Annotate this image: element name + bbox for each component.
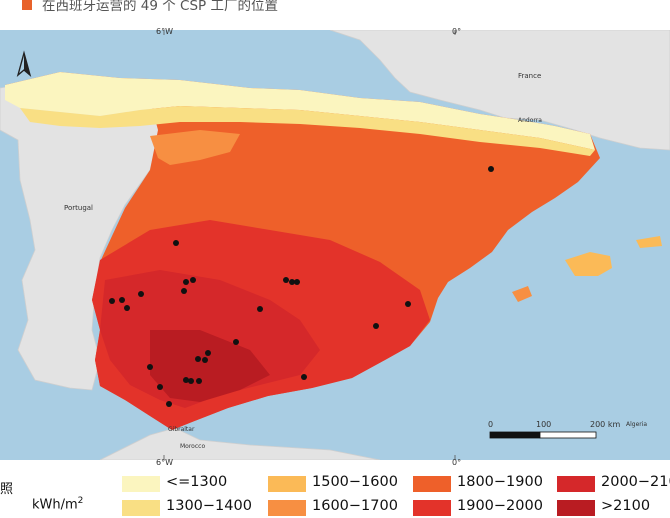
mallorca-island: [565, 252, 612, 276]
graticule-label-bottom-0: 0°: [452, 458, 462, 467]
legend-swatch: [122, 500, 160, 516]
legend-label: >2100: [601, 498, 651, 514]
legend-swatch: [268, 476, 306, 492]
csp-plant-marker[interactable]: [233, 339, 239, 345]
label-france: France: [518, 72, 542, 80]
irradiance-zone-1600-1700: [150, 130, 240, 165]
legend-unit-prefix: kWh/m: [32, 497, 78, 513]
csp-plant-marker[interactable]: [183, 377, 189, 383]
label-gibraltar: Gibraltar: [168, 426, 195, 433]
legend-label: 1500−1600: [312, 474, 398, 490]
legend-swatch: [413, 500, 451, 516]
legend-unit-sup: 2: [77, 496, 84, 506]
label-morocco: Morocco: [180, 443, 206, 450]
csp-plant-marker[interactable]: [283, 277, 289, 283]
csp-plant-marker[interactable]: [109, 298, 115, 304]
csp-plant-marker[interactable]: [195, 356, 201, 362]
legend-label: 1800−1900: [457, 474, 543, 490]
figure-caption: 在西班牙运营的 49 个 CSP 工厂的位置: [0, 0, 670, 30]
legend-label: 1600−1700: [312, 498, 398, 514]
csp-plant-marker[interactable]: [119, 297, 125, 303]
caption-bullet: [22, 0, 32, 10]
legend-swatch: [557, 476, 595, 492]
menorca-island: [636, 236, 662, 248]
caption-text: 在西班牙运营的 49 个 CSP 工厂的位置: [42, 0, 278, 14]
graticule-label-top-6w: 6°W: [156, 27, 173, 36]
irradiance-zone-1300-1400: [20, 106, 595, 156]
csp-plant-marker[interactable]: [147, 364, 153, 370]
csp-plant-marker[interactable]: [202, 357, 208, 363]
ibiza-island: [512, 286, 532, 302]
csp-plant-marker[interactable]: [188, 378, 194, 384]
legend-swatch: [557, 500, 595, 516]
csp-plant-marker[interactable]: [257, 306, 263, 312]
graticule-label-bottom-6w: 6°W: [156, 458, 173, 467]
csp-plant-marker[interactable]: [405, 301, 411, 307]
scale-label-end: 200 km: [590, 420, 621, 429]
irradiance-legend: 照 kWh/m2 <=1300 1300−1400 1500−1600 1600…: [0, 470, 670, 516]
csp-plant-marker[interactable]: [294, 279, 300, 285]
legend-unit: kWh/m2: [32, 496, 83, 512]
map-canvas: [0, 29, 670, 461]
legend-title: 照: [0, 482, 14, 497]
legend-swatch: [122, 476, 160, 492]
csp-plant-markers: [109, 166, 494, 407]
irradiance-zone-le1300: [5, 72, 595, 150]
legend-swatch: [413, 476, 451, 492]
csp-plant-marker[interactable]: [488, 166, 494, 172]
legend-label: 2000−2100: [601, 474, 670, 490]
graticule-label-top-0: 0°: [452, 27, 462, 36]
scale-label-mid: 100: [536, 420, 552, 429]
csp-plant-marker[interactable]: [157, 384, 163, 390]
label-andorra: Andorra: [518, 117, 542, 124]
legend-label: <=1300: [166, 474, 228, 490]
label-algeria: Algeria: [626, 421, 648, 428]
csp-plant-marker[interactable]: [138, 291, 144, 297]
csp-plant-marker[interactable]: [373, 323, 379, 329]
legend-swatch: [268, 500, 306, 516]
label-portugal: Portugal: [64, 204, 93, 212]
map-view[interactable]: 6°W 0° 6°W 0° France Andorra Portugal Al…: [0, 27, 670, 467]
csp-plant-marker[interactable]: [173, 240, 179, 246]
csp-plant-marker[interactable]: [196, 378, 202, 384]
compass-north-arrow-icon: [16, 50, 32, 77]
irradiance-zone-gt2100: [150, 330, 270, 402]
csp-plant-marker[interactable]: [190, 277, 196, 283]
csp-plant-marker[interactable]: [124, 305, 130, 311]
scale-bar: [489, 431, 597, 439]
csp-plant-marker[interactable]: [181, 288, 187, 294]
morocco-landmass: [99, 427, 381, 461]
csp-plant-marker[interactable]: [205, 350, 211, 356]
csp-plant-marker[interactable]: [289, 279, 295, 285]
csp-plant-marker[interactable]: [166, 401, 172, 407]
csp-plant-marker[interactable]: [301, 374, 307, 380]
legend-label: 1300−1400: [166, 498, 252, 514]
csp-plant-marker[interactable]: [183, 279, 189, 285]
scale-label-zero: 0: [488, 420, 494, 429]
legend-label: 1900−2000: [457, 498, 543, 514]
